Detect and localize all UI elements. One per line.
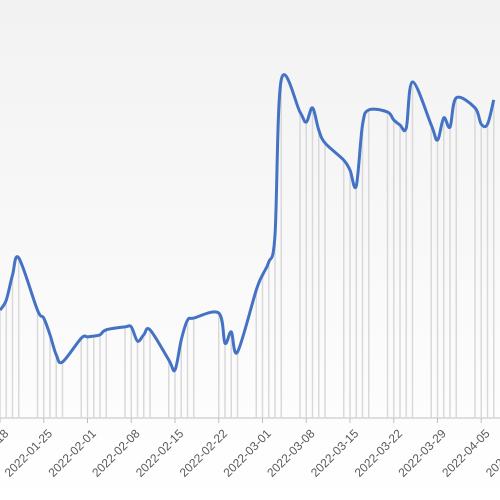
series-line <box>0 73 496 373</box>
